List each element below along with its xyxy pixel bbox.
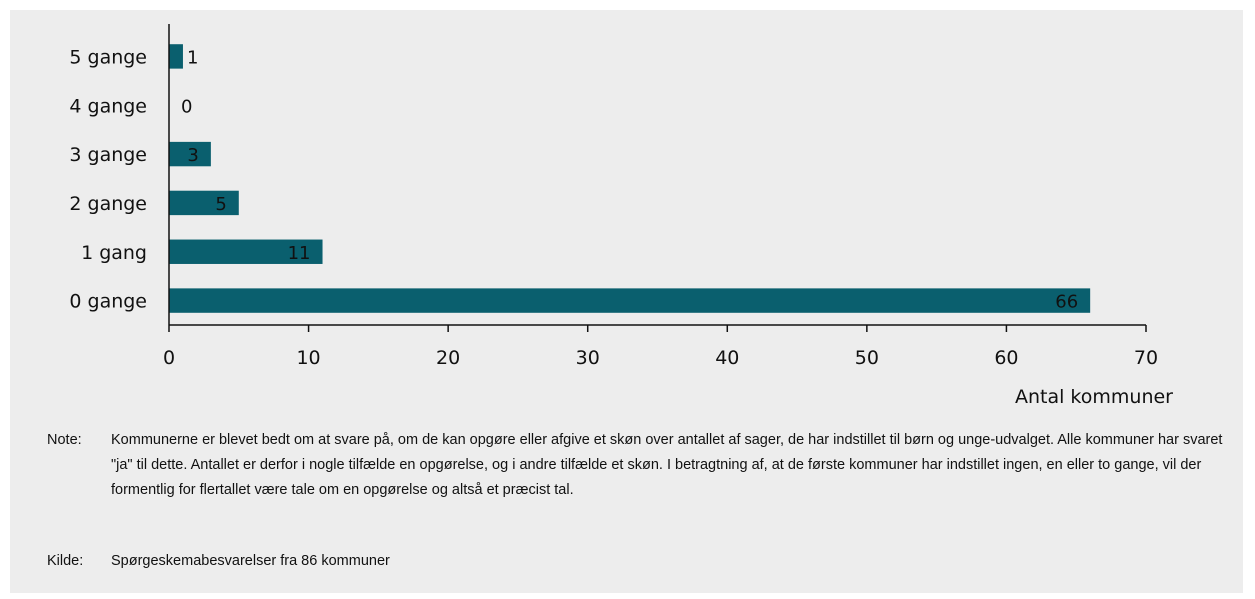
bar-chart: 5 gange 1 4 gange 0 3 gange 3 2 gange 5 1 gang 11… [69,24,1173,408]
note-text: Kommunerne er blevet bedt om at svare på… [111,432,1223,498]
category-label: 1 gang [81,242,147,264]
data-label: 0 [181,96,192,117]
bar-4 [169,239,323,264]
x-tick-label: 10 [296,347,320,369]
category-label: 3 gange [69,144,147,166]
category-label: 0 gange [69,291,147,313]
x-tick-label: 0 [163,347,175,369]
data-label: 3 [187,145,198,166]
source-block: Kilde: Spørgeskemabesvarelser fra 86 kom… [47,549,1237,574]
x-tick-label: 40 [715,347,739,369]
note-block: Note: Kommunerne er blevet bedt om at sv… [47,428,1237,503]
x-axis-title: Antal kommuner [1015,386,1173,408]
x-tick-label: 50 [855,347,879,369]
x-tick-label: 70 [1134,347,1158,369]
data-label: 66 [1055,292,1078,313]
bar-3 [169,190,239,216]
note-label: Note: [47,432,82,448]
source-text: Spørgeskemabesvarelser fra 86 kommuner [111,553,390,569]
x-tick-label: 30 [576,347,600,369]
bar-5 [169,288,1091,313]
source-label: Kilde: [47,553,84,569]
category-label: 5 gange [69,46,147,68]
category-label: 2 gange [69,193,147,215]
x-tick-label: 60 [994,347,1018,369]
data-label: 11 [288,243,311,264]
x-tick-label: 20 [436,347,460,369]
data-label: 5 [215,194,226,215]
data-label: 1 [187,47,198,68]
bar-0 [169,44,183,69]
category-label: 4 gange [69,95,147,117]
bar-2 [169,141,211,167]
